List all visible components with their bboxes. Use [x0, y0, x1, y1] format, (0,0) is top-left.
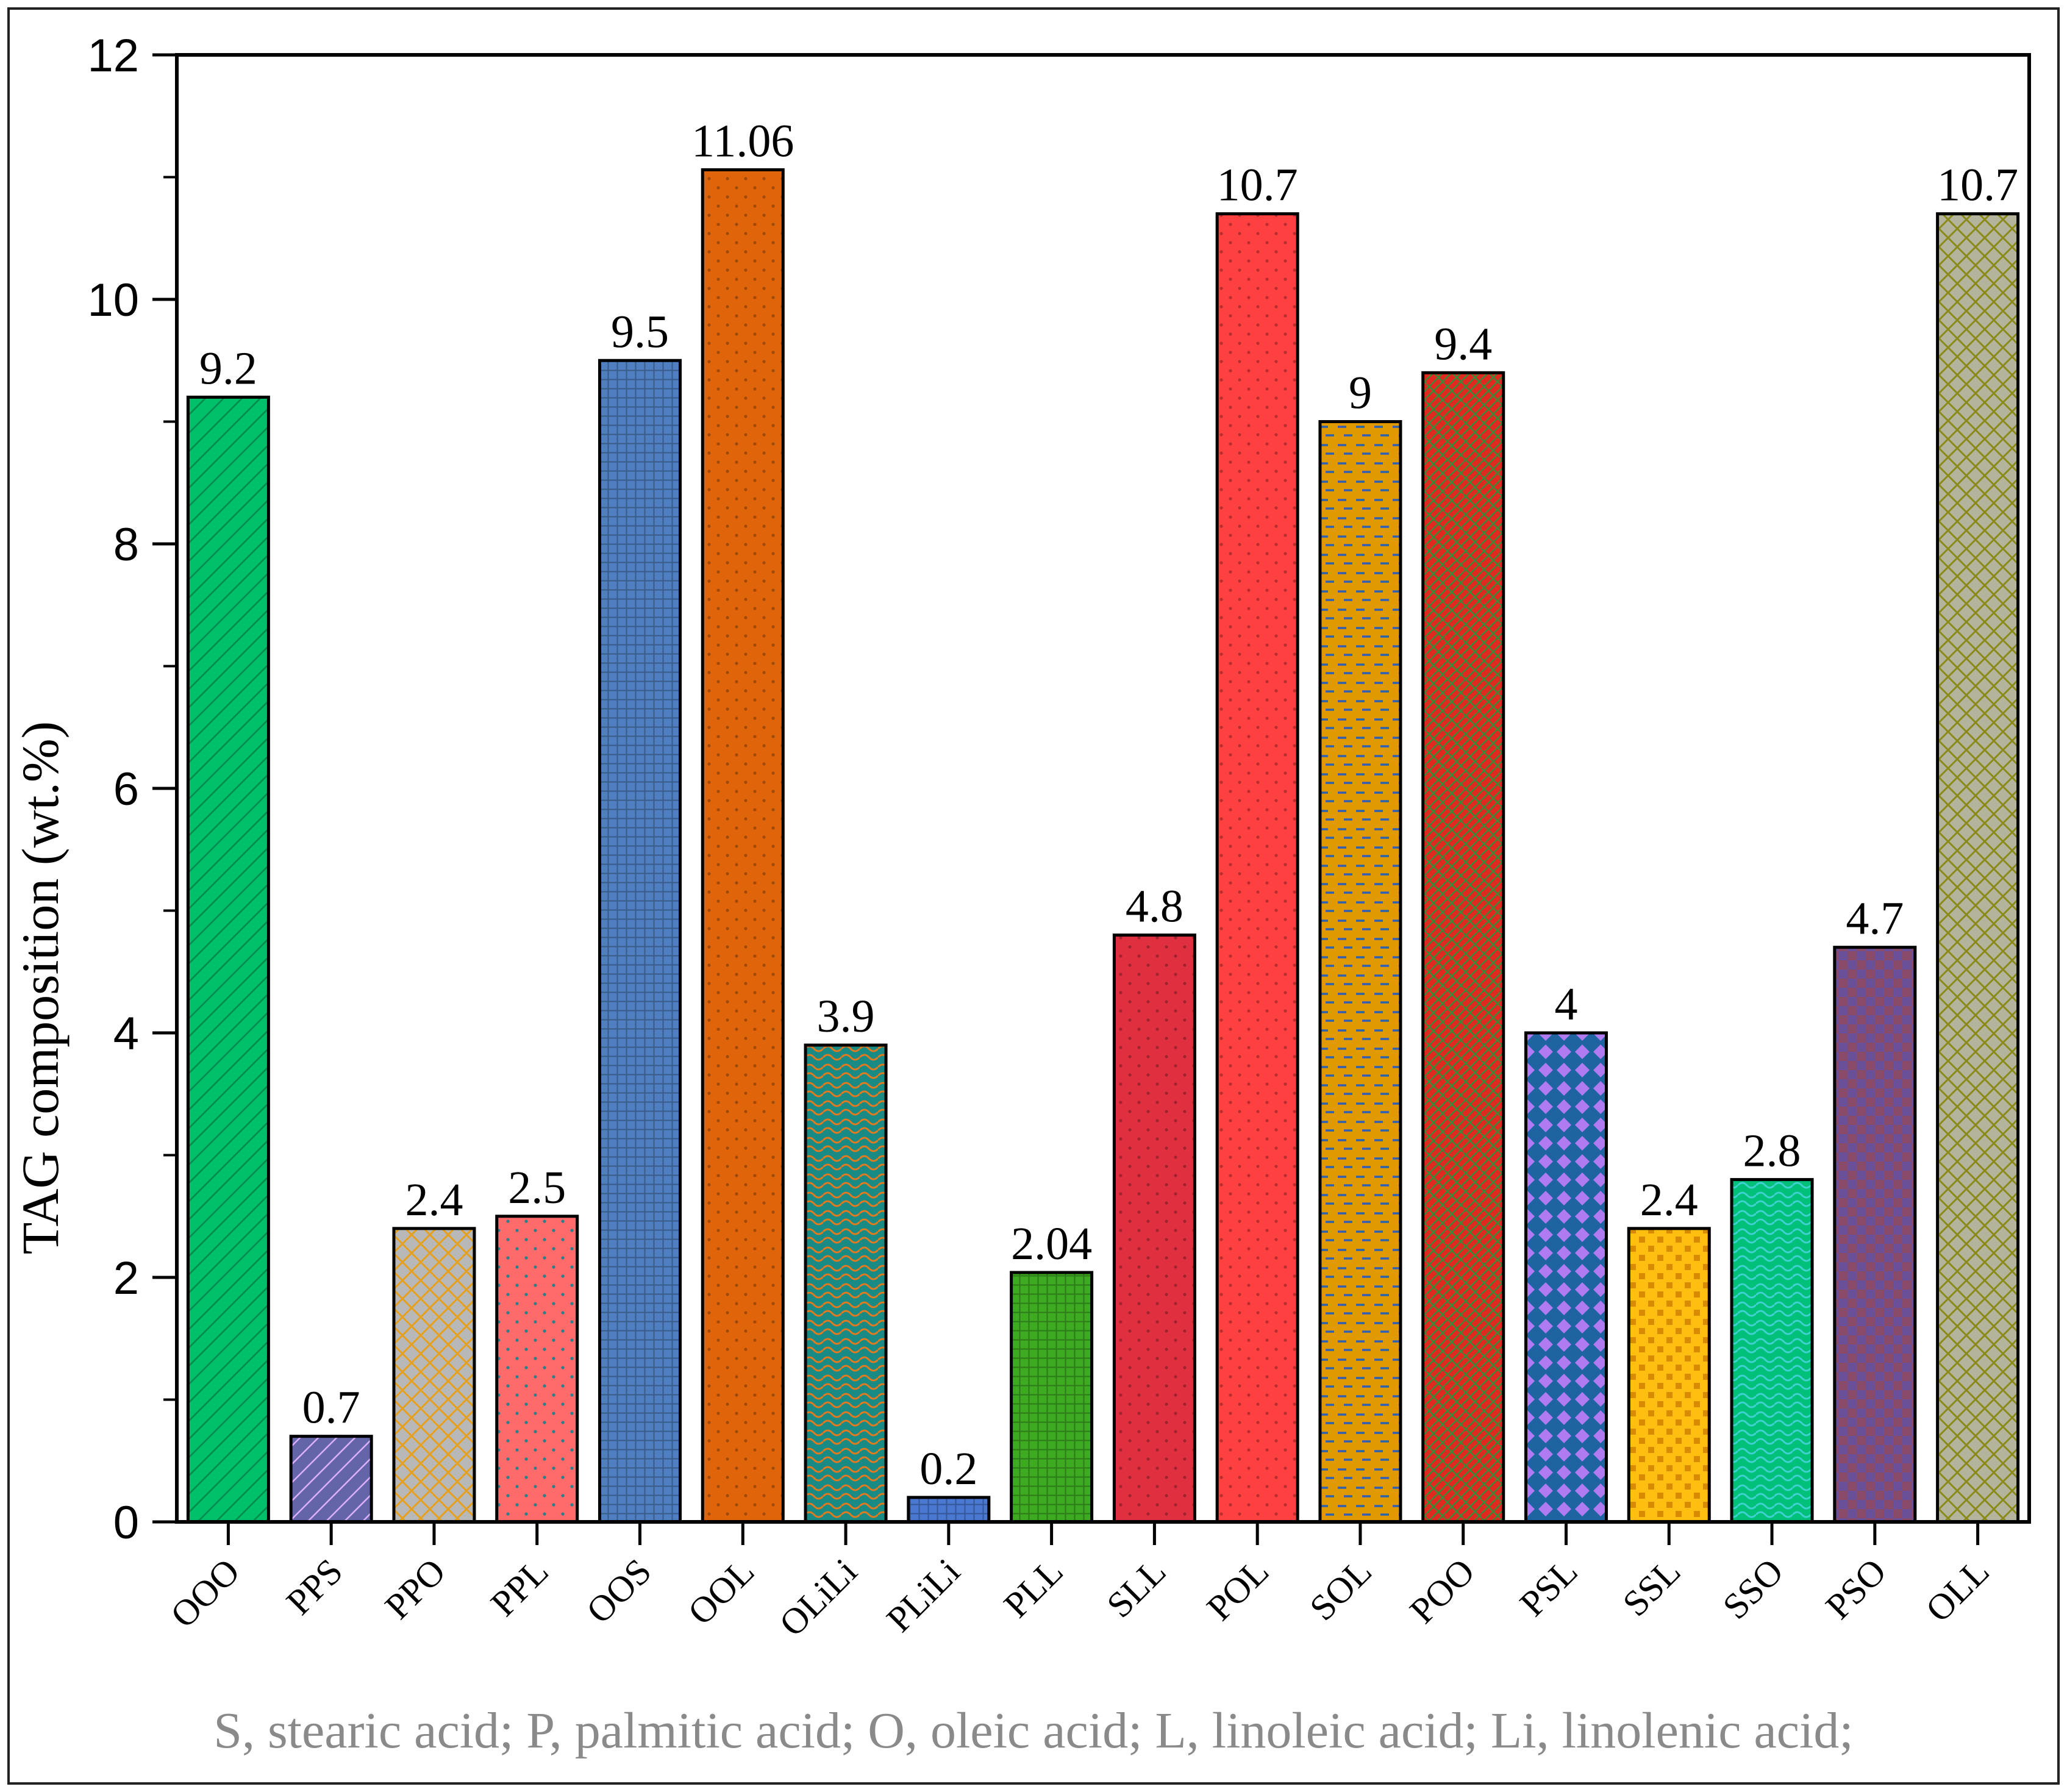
data-label-pso: 4.7	[1846, 893, 1904, 944]
data-label-oll: 10.7	[1937, 160, 2018, 211]
bar-oos	[598, 359, 682, 1524]
x-tick-label-ooo: OOO	[163, 1551, 248, 1636]
data-label-ppo: 2.4	[405, 1174, 463, 1226]
data-label-ppl: 2.5	[508, 1162, 566, 1213]
bar-olili	[804, 1043, 888, 1524]
y-tick-label: 8	[113, 519, 139, 571]
x-axis: OOO PPS PPO PPL OOS OOL OLiLi PLiLi PLL SLL POL SOL…	[163, 1522, 1997, 1644]
data-label-sso: 2.8	[1743, 1126, 1801, 1177]
data-label-ool: 11.06	[691, 115, 794, 166]
bar-ppo	[392, 1227, 476, 1524]
x-tick-label-ppl: PPL	[483, 1551, 556, 1624]
bar-ssl	[1627, 1227, 1711, 1524]
bar-sol	[1318, 420, 1402, 1524]
x-tick-label-ool: OOL	[680, 1551, 762, 1633]
data-label-oos: 9.5	[611, 306, 669, 357]
x-tick-label-pol: POL	[1199, 1551, 1277, 1629]
bar-ooo	[186, 395, 270, 1524]
data-label-pps: 0.7	[302, 1382, 360, 1433]
bar-pso	[1833, 946, 1917, 1524]
data-label-ssl: 2.4	[1640, 1174, 1698, 1226]
x-tick-label-oll: OLL	[1918, 1551, 1997, 1630]
x-tick-label-pll: PLL	[996, 1551, 1071, 1626]
data-label-pll: 2.04	[1011, 1218, 1092, 1269]
y-axis-title: TAG composition (wt.%)	[11, 721, 70, 1255]
data-label-sol: 9	[1349, 368, 1372, 419]
x-tick-label-pps: PPS	[279, 1551, 350, 1622]
bar-pps	[289, 1435, 373, 1524]
bar-poo	[1421, 371, 1505, 1524]
data-label-psl: 4	[1555, 979, 1578, 1030]
bar-ppl	[495, 1215, 579, 1524]
x-tick-label-sso: SSO	[1715, 1551, 1791, 1627]
data-label-plili: 0.2	[919, 1443, 977, 1494]
y-axis: 0 2 4 6 8 10 12	[87, 30, 177, 1549]
bar-sso	[1730, 1178, 1814, 1524]
x-tick-label-ssl: SSL	[1615, 1551, 1688, 1624]
data-label-pol: 10.7	[1217, 160, 1298, 211]
figure-frame	[7, 7, 2060, 1785]
x-tick-label-poo: POO	[1402, 1551, 1482, 1632]
data-label-olili: 3.9	[817, 991, 875, 1042]
y-tick-label: 10	[87, 274, 139, 326]
bar-sll	[1112, 933, 1196, 1524]
y-tick-label: 6	[113, 763, 139, 815]
bar-oll	[1936, 212, 2020, 1524]
x-tick-label-psl: PSL	[1512, 1551, 1585, 1624]
x-tick-label-olili: OLiLi	[772, 1551, 865, 1644]
data-label-sll: 4.8	[1126, 881, 1183, 932]
y-tick-label: 4	[113, 1008, 139, 1060]
x-tick-label-pso: PSO	[1818, 1551, 1894, 1627]
x-tick-label-sol: SOL	[1302, 1551, 1379, 1629]
legend-footnote: S, stearic acid; P, palmitic acid; O, ol…	[213, 1702, 1854, 1759]
x-tick-label-sll: SLL	[1099, 1551, 1173, 1626]
y-tick-label: 2	[113, 1252, 139, 1304]
y-tick-label: 12	[87, 30, 139, 82]
data-label-ooo: 9.2	[199, 343, 257, 394]
bar-pol	[1215, 212, 1299, 1524]
x-tick-label-oos: OOS	[579, 1551, 659, 1632]
data-labels-group: 9.2 0.7 2.4 2.5 9.5 11.06 3.9 0.2 2.04 4.8 10.7 9 9.…	[199, 115, 2018, 1494]
bars-group	[186, 168, 2020, 1524]
bar-plili	[907, 1496, 991, 1524]
bar-ool	[701, 168, 785, 1524]
bar-pll	[1010, 1271, 1094, 1524]
data-label-poo: 9.4	[1434, 318, 1492, 369]
y-tick-label: 0	[113, 1497, 139, 1549]
x-tick-label-ppo: PPO	[377, 1551, 454, 1627]
bar-psl	[1524, 1031, 1608, 1524]
x-tick-label-plili: PLiLi	[879, 1551, 968, 1640]
